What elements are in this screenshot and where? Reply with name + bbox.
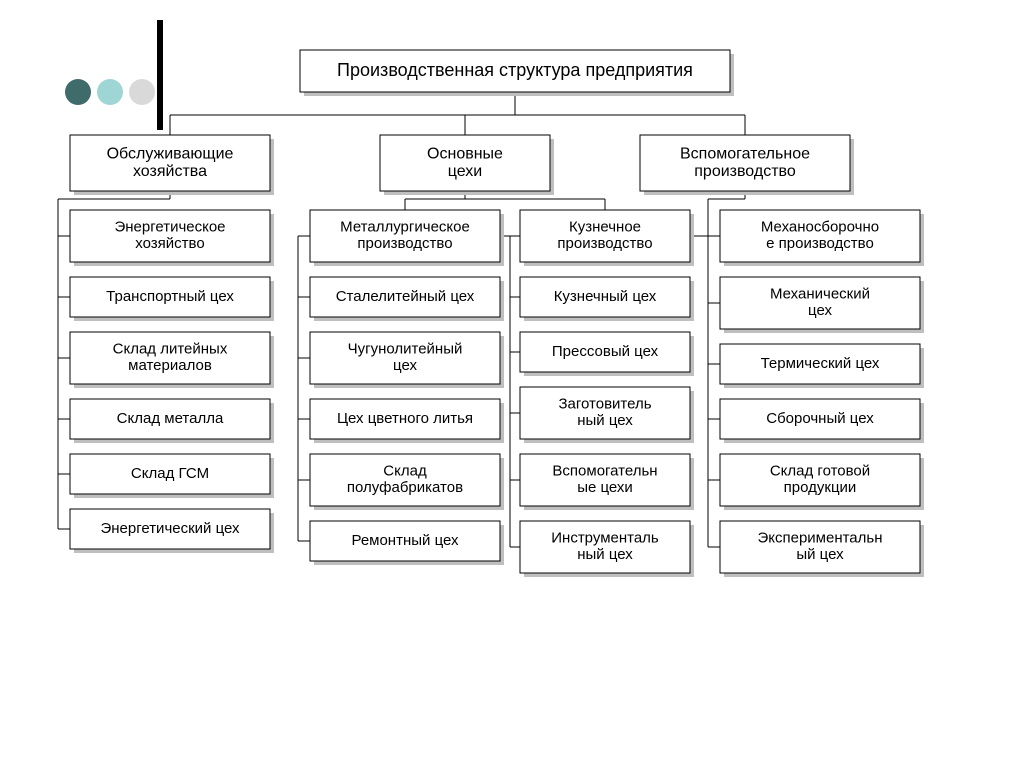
root-box-label: Производственная структура предприятия	[337, 60, 693, 80]
svg-text:продукции: продукции	[784, 479, 857, 496]
decor-circle-1	[97, 79, 123, 105]
svg-text:Транспортный цех: Транспортный цех	[106, 288, 234, 305]
svg-text:хозяйства: хозяйства	[133, 163, 207, 180]
svg-text:цех: цех	[808, 302, 832, 319]
svg-text:Вспомогательное: Вспомогательное	[680, 145, 810, 162]
svg-text:Механосборочно: Механосборочно	[761, 219, 879, 236]
svg-text:Сталелитейный цех: Сталелитейный цех	[336, 288, 475, 305]
svg-text:Прессовый цех: Прессовый цех	[552, 343, 659, 360]
svg-text:Инструменталь: Инструменталь	[551, 530, 659, 547]
svg-text:Экспериментальн: Экспериментальн	[757, 530, 882, 547]
decor-bar	[157, 20, 163, 130]
svg-text:ые цехи: ые цехи	[577, 479, 633, 496]
svg-text:Сборочный цех: Сборочный цех	[766, 410, 874, 427]
svg-text:цех: цех	[393, 357, 417, 374]
svg-text:материалов: материалов	[128, 357, 212, 374]
svg-text:Металлургическое: Металлургическое	[340, 219, 470, 236]
svg-text:Склад: Склад	[383, 463, 427, 480]
svg-text:Кузнечный цех: Кузнечный цех	[554, 288, 657, 305]
svg-text:производство: производство	[694, 163, 796, 180]
decor-circle-2	[129, 79, 155, 105]
svg-text:хозяйство: хозяйство	[135, 235, 204, 252]
svg-text:Чугунолитейный: Чугунолитейный	[348, 341, 463, 358]
svg-text:производство: производство	[557, 235, 652, 252]
svg-text:Склад готовой: Склад готовой	[770, 463, 870, 480]
svg-text:Склад металла: Склад металла	[117, 410, 224, 427]
svg-text:ый цех: ый цех	[796, 546, 844, 563]
svg-text:Склад литейных: Склад литейных	[113, 341, 228, 358]
svg-text:Склад ГСМ: Склад ГСМ	[131, 465, 209, 482]
svg-text:Вспомогательн: Вспомогательн	[552, 463, 657, 480]
svg-text:Кузнечное: Кузнечное	[569, 219, 641, 236]
svg-text:производство: производство	[357, 235, 452, 252]
svg-text:Энергетическое: Энергетическое	[114, 219, 225, 236]
svg-text:полуфабрикатов: полуфабрикатов	[347, 479, 463, 496]
svg-text:цехи: цехи	[448, 163, 482, 180]
svg-text:е производство: е производство	[766, 235, 874, 252]
svg-text:ный цех: ный цех	[577, 412, 633, 429]
org-chart: Производственная структура предприятия Об…	[0, 0, 1024, 767]
svg-text:Обслуживающие: Обслуживающие	[107, 145, 234, 162]
svg-text:Заготовитель: Заготовитель	[558, 396, 651, 413]
decor-circle-0	[65, 79, 91, 105]
svg-text:Ремонтный цех: Ремонтный цех	[351, 532, 459, 549]
svg-text:Основные: Основные	[427, 145, 503, 162]
svg-text:Энергетический цех: Энергетический цех	[100, 520, 240, 537]
svg-text:Механический: Механический	[770, 286, 870, 303]
svg-text:Термический цех: Термический цех	[761, 355, 880, 372]
svg-text:ный цех: ный цех	[577, 546, 633, 563]
svg-text:Цех цветного литья: Цех цветного литья	[337, 410, 473, 427]
